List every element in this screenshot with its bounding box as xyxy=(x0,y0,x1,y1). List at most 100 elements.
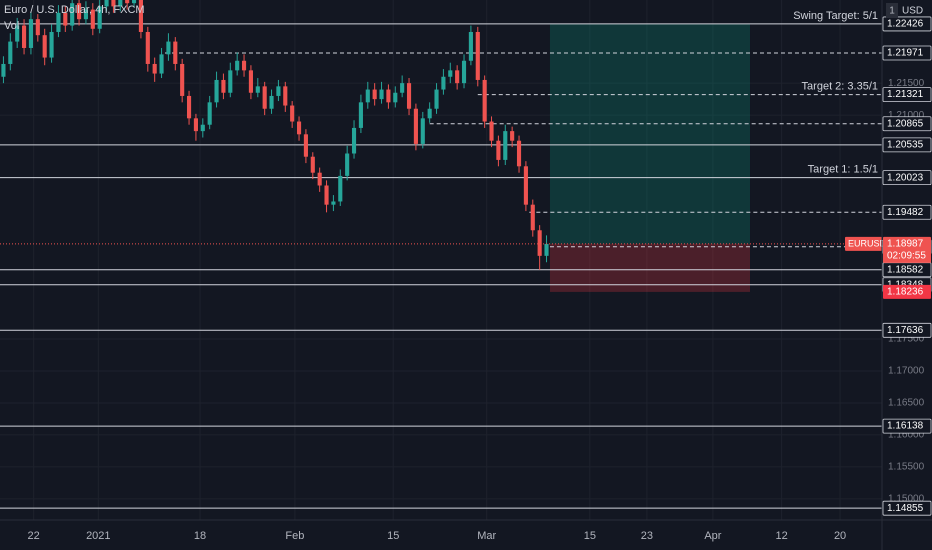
candle-body xyxy=(159,54,164,74)
candle-body xyxy=(379,89,384,100)
y-tick-label: 1.15500 xyxy=(888,462,925,473)
candle-body xyxy=(241,60,247,71)
candle-body xyxy=(42,35,47,58)
symbol-label: EURUSD xyxy=(848,238,887,248)
candle-body xyxy=(427,108,432,119)
candle-body xyxy=(193,118,198,132)
candle-body xyxy=(386,89,391,103)
candle-body xyxy=(228,70,233,93)
candle-body xyxy=(413,108,418,144)
level-label: 1.21321 xyxy=(887,89,924,100)
level-annotation: Target 1: 1.5/1 xyxy=(808,164,878,176)
level-label: 1.20865 xyxy=(887,118,924,129)
x-tick-label: 15 xyxy=(584,530,596,542)
candle-body xyxy=(317,172,322,186)
candle-body xyxy=(1,63,6,77)
candle-body xyxy=(310,156,315,173)
candle-body xyxy=(283,86,288,106)
candle-body xyxy=(496,140,501,160)
candle-body xyxy=(262,86,267,109)
countdown-label: 02:09:55 xyxy=(887,251,926,262)
y-tick-label: 1.17000 xyxy=(888,366,925,377)
candle-body xyxy=(434,89,439,109)
level-label: 1.18348 xyxy=(887,279,924,290)
candle-body xyxy=(406,83,412,109)
candle-body xyxy=(530,204,535,231)
candle-body xyxy=(76,3,82,20)
x-tick-label: Mar xyxy=(477,530,496,542)
volume-label: Vol xyxy=(4,20,19,32)
level-label: 1.20535 xyxy=(887,140,924,151)
level-label: 1.17636 xyxy=(887,325,924,336)
level-label-box xyxy=(882,322,932,338)
level-label-box xyxy=(882,137,932,153)
candle-body xyxy=(351,127,357,154)
chart-title: Euro / U.S. Dollar, 4h, FXCM xyxy=(4,4,145,16)
candle-body xyxy=(345,153,350,176)
level-label-box xyxy=(882,170,932,186)
y-tick-label: 1.21000 xyxy=(888,110,925,121)
candle-body xyxy=(118,0,123,7)
candle-body xyxy=(510,131,515,141)
level-label-box xyxy=(882,87,932,102)
currency[interactable]: USD xyxy=(902,6,923,17)
level-label-box xyxy=(882,204,932,220)
candle-body xyxy=(461,60,467,84)
x-tick-label: 15 xyxy=(387,530,399,542)
candle-body xyxy=(544,243,549,256)
candle-body xyxy=(186,95,192,119)
level-label: 1.19482 xyxy=(887,207,924,218)
last-price-label: 1.18987 xyxy=(887,239,924,250)
candle-body xyxy=(152,63,157,74)
level-label-box xyxy=(882,418,932,434)
level-label-box xyxy=(882,116,932,132)
x-tick-label: Apr xyxy=(704,530,721,542)
candle-body xyxy=(331,201,336,205)
candle-body xyxy=(448,70,453,77)
x-tick-label: 18 xyxy=(194,530,206,542)
candle-body xyxy=(523,166,528,205)
level-label-box xyxy=(882,45,932,61)
candle-body xyxy=(8,41,13,64)
candle-body xyxy=(97,6,102,29)
candle-body xyxy=(475,31,480,80)
candle-body xyxy=(400,83,405,93)
candle-body xyxy=(35,19,40,36)
candle-body xyxy=(145,31,150,64)
candle-body xyxy=(338,175,343,202)
x-tick-label: 12 xyxy=(776,530,788,542)
candle-body xyxy=(180,63,185,96)
stop-label-box xyxy=(883,284,931,299)
profit-zone xyxy=(549,23,751,244)
candle-body xyxy=(358,102,363,128)
loss-zone xyxy=(549,243,751,292)
level-label: 1.18582 xyxy=(887,264,924,275)
candle-body xyxy=(49,31,54,58)
level-label: 1.20023 xyxy=(887,172,924,183)
candle-body xyxy=(21,25,27,48)
candle-body xyxy=(255,86,260,93)
x-tick-label: Feb xyxy=(285,530,304,542)
y-tick-label: 1.16000 xyxy=(888,430,925,441)
level-label: 1.16138 xyxy=(887,421,924,432)
candle-body xyxy=(537,230,542,256)
candle-body xyxy=(138,0,143,32)
level-label-box xyxy=(882,500,932,516)
candle-body xyxy=(372,89,377,100)
level-label-box xyxy=(882,16,932,32)
candle-body xyxy=(111,0,116,7)
candle-body xyxy=(200,124,205,132)
candle-body xyxy=(70,3,75,26)
candle-body xyxy=(90,9,95,29)
x-tick-label: 23 xyxy=(641,530,653,542)
candle-body xyxy=(83,9,88,20)
level-label: 1.14855 xyxy=(887,503,924,514)
level-label: 1.21971 xyxy=(887,48,924,59)
level-annotation: Target 2: 3.35/1 xyxy=(802,81,878,93)
y-tick-label: 1.16500 xyxy=(888,398,925,409)
x-tick-label: 20 xyxy=(834,530,846,542)
candle-body xyxy=(296,121,302,135)
candle-body xyxy=(290,105,295,122)
